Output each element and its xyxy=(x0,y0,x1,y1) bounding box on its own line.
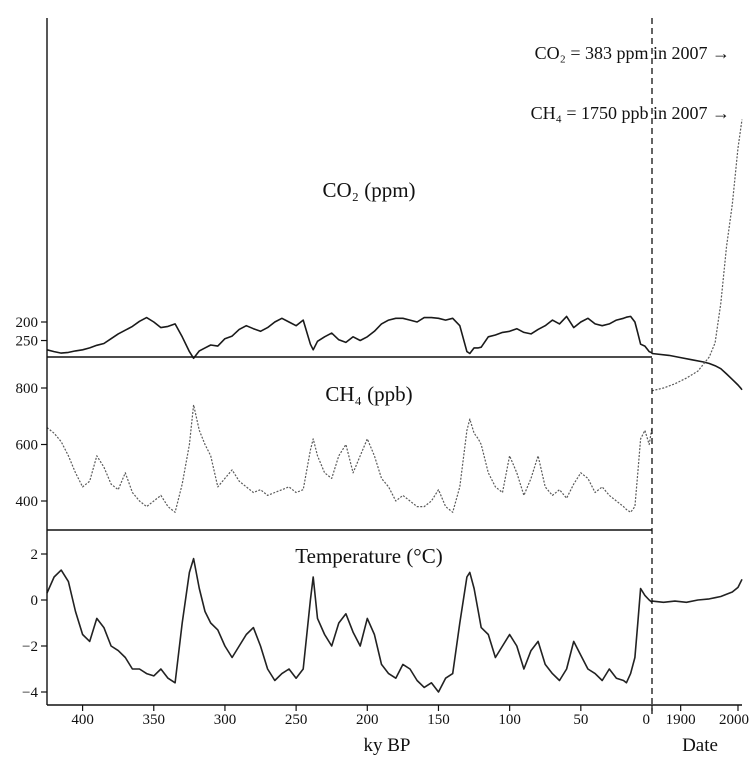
x-tick-label-ky-bp: 350 xyxy=(143,712,166,728)
co2-y-tick-label: 200 xyxy=(16,315,39,331)
temperature-y-tick-label: 2 xyxy=(31,547,39,563)
x-tick-label-ky-bp: 300 xyxy=(214,712,237,728)
x-tick-label-ky-bp: 250 xyxy=(285,712,308,728)
temperature-panel: −4 −2 0 2 xyxy=(22,547,743,701)
ch4-y-tick-label: 600 xyxy=(16,438,39,454)
x-tick-label-ky-bp: 50 xyxy=(573,712,588,728)
ch4-paleo-series-line xyxy=(46,404,653,513)
x-tick-label-ky-bp: 400 xyxy=(71,712,94,728)
ch4-y-tick-label: 800 xyxy=(16,381,39,397)
temperature-y-tick-label: −4 xyxy=(22,685,38,701)
temperature-paleo-series-line xyxy=(46,557,653,693)
x-tick-label-ky-bp: 100 xyxy=(498,712,521,728)
figure-frame xyxy=(46,18,742,706)
co2-instrumental-series-line xyxy=(651,352,743,391)
co2-panel-title: CO₂ (ppm) xyxy=(322,178,415,202)
x-axis-title-ky-bp: ky BP xyxy=(364,735,411,756)
ch4-panel: 400 600 800 xyxy=(16,119,743,513)
temperature-y-tick-label: 0 xyxy=(31,593,39,609)
ch4-2007-annotation: CH₄ = 1750 ppb in 2007 → xyxy=(531,103,730,123)
x-tick-label-ky-bp: 150 xyxy=(427,712,450,728)
x-tick-label-date: 2000 xyxy=(719,712,749,728)
ch4-instrumental-series-line xyxy=(651,119,743,392)
x-axes: 400 350 300 250 200 150 100 50 0 1900 2000 xyxy=(71,705,749,728)
x-tick-label-ky-bp: 0 xyxy=(643,712,651,728)
temperature-y-tick-label: −2 xyxy=(22,639,38,655)
temperature-panel-title: Temperature (°C) xyxy=(295,544,442,568)
x-tick-label-date: 1900 xyxy=(666,712,696,728)
co2-2007-annotation: CO₂ = 383 ppm in 2007 → xyxy=(535,43,730,63)
co2-paleo-series-line xyxy=(46,315,653,360)
x-tick-label-ky-bp: 200 xyxy=(356,712,379,728)
x-axis-title-date: Date xyxy=(682,735,718,756)
ch4-panel-title: CH₄ (ppb) xyxy=(325,382,412,406)
temperature-instrumental-series-line xyxy=(651,578,743,604)
co2-y-tick-label: 250 xyxy=(16,334,39,350)
ch4-y-tick-label: 400 xyxy=(16,494,39,510)
